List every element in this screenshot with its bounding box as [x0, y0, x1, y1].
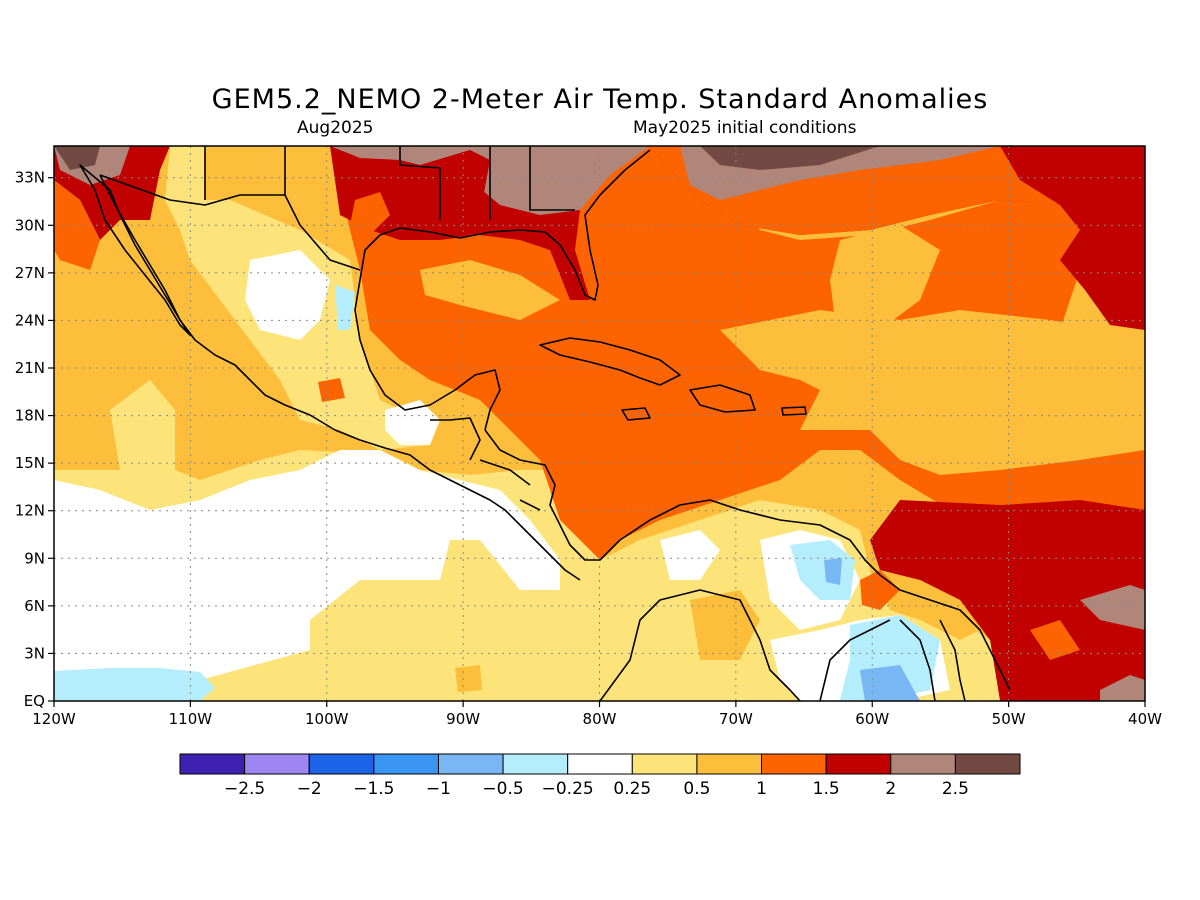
field-tropical-atlantic-brown-2	[1100, 675, 1145, 701]
field-mexico-orange-spot	[318, 378, 345, 402]
coast-us-gulf	[364, 149, 651, 301]
colorbar-swatch	[696, 753, 763, 775]
colorbar-swatch	[954, 753, 1021, 775]
x-axis: 120W 110W 100W 90W 80W 70W 60W 50W 40W	[32, 701, 1162, 728]
field-sa-orange	[690, 590, 760, 660]
colorbar-label: −1.5	[353, 779, 394, 799]
x-tick-label: 110W	[169, 710, 213, 728]
field-mexico-white	[245, 250, 330, 340]
colorbar-label: 1	[756, 779, 767, 799]
y-tick-label: 18N	[15, 407, 45, 425]
colorbar-label: −1	[426, 779, 451, 799]
y-tick-label: 33N	[15, 169, 45, 187]
colorbar-swatch	[244, 753, 310, 775]
y-axis: EQ 3N 6N 9N 12N 15N 18N 21N 24N 27N 30N 33N	[15, 169, 54, 710]
field-atlantic-lighter	[830, 225, 940, 330]
colorbar-label: −2	[297, 779, 322, 799]
colorbar-swatch	[567, 753, 633, 775]
y-tick-label: 9N	[24, 549, 45, 567]
grid-lines	[54, 146, 1145, 701]
field-sa-blue	[824, 558, 842, 585]
y-tick-label: 6N	[24, 597, 45, 615]
field-sa-orange-2	[880, 580, 980, 640]
colorbar-label: −0.25	[542, 779, 594, 799]
colorbar-swatch	[761, 753, 827, 775]
coast-hispaniola	[689, 384, 756, 413]
colorbar-label: 1.5	[813, 779, 840, 799]
border-central-america	[430, 417, 541, 511]
coast-sa-interior-boundaries	[599, 589, 966, 701]
valid-period-label: Aug2025	[297, 118, 374, 138]
coastlines	[79, 146, 1011, 701]
y-tick-label: EQ	[24, 692, 45, 710]
colorbar-label: 2	[885, 779, 896, 799]
colorbar-label: 0.5	[683, 779, 710, 799]
field-gulf-lighter	[420, 260, 560, 320]
border-us-states	[399, 146, 575, 220]
field-mexico-white-2	[385, 400, 440, 445]
colorbar-label: 2.5	[942, 779, 969, 799]
x-tick-label: 40W	[1128, 710, 1162, 728]
x-tick-label: 100W	[305, 710, 349, 728]
x-tick-label: 80W	[583, 710, 617, 728]
y-tick-label: 24N	[15, 311, 45, 329]
colorbar-label: −0.5	[482, 779, 523, 799]
colorbar-swatch	[437, 753, 504, 775]
field-se-us-orange-hole	[350, 192, 390, 235]
y-tick-label: 27N	[15, 264, 45, 282]
field-atlantic-darkbrown-north	[700, 146, 880, 170]
border-us-mexico	[99, 146, 361, 271]
field-tropical-atlantic-orange	[1030, 620, 1080, 660]
field-baja-darkbrown	[54, 146, 100, 170]
field-nwmex-yellow	[165, 146, 205, 230]
y-tick-label: 12N	[15, 502, 45, 520]
field-tropical-atlantic-brown	[1080, 585, 1145, 630]
field-pacific-yellow-spot	[455, 665, 482, 692]
field-sa-white	[660, 530, 720, 580]
y-tick-label: 21N	[15, 359, 45, 377]
coast-sa-north	[619, 499, 1011, 691]
x-tick-label: 90W	[446, 710, 480, 728]
map-title: GEM5.2_NEMO 2-Meter Air Temp. Standard A…	[211, 84, 989, 115]
coast-mexico-pacific	[99, 174, 581, 581]
x-tick-label: 70W	[719, 710, 753, 728]
coast-cuba	[539, 337, 681, 386]
coast-gulf	[354, 249, 501, 431]
x-tick-label: 120W	[32, 710, 76, 728]
field-atlantic-band	[720, 310, 1145, 475]
coast-puerto-rico	[781, 406, 807, 416]
coast-central-america-caribbean	[484, 429, 621, 561]
field-pacific-white	[54, 450, 560, 700]
y-tick-label: 30N	[15, 216, 45, 234]
field-pacific-lightblue	[54, 668, 215, 701]
field-mexico-lightblue	[335, 285, 355, 330]
x-tick-label: 50W	[992, 710, 1026, 728]
colorbar-swatch	[825, 753, 892, 775]
y-tick-label: 3N	[24, 644, 45, 662]
y-tick-label: 15N	[15, 454, 45, 472]
colorbar-swatch	[631, 753, 698, 775]
colorbar-swatch	[890, 753, 956, 775]
coast-jamaica	[621, 407, 651, 421]
field-guiana-orange	[860, 570, 900, 610]
colorbar-swatch	[502, 753, 569, 775]
colorbar-swatch	[179, 753, 246, 775]
colorbar-swatch	[308, 753, 375, 775]
field-sa-lightblue	[790, 540, 855, 600]
colorbar-label: 0.25	[613, 779, 651, 799]
anomaly-field	[54, 146, 1145, 701]
coast-baja	[79, 164, 191, 336]
x-tick-label: 60W	[855, 710, 889, 728]
field-sa-blue-2	[860, 665, 920, 701]
colorbar-swatch	[373, 753, 439, 775]
colorbar: −2.5 −2 −1.5 −1 −0.5 −0.25 0.25 0.5 1 1.5 2 2.5	[179, 753, 1021, 799]
colorbar-label: −2.5	[224, 779, 265, 799]
initial-conditions-label: May2025 initial conditions	[633, 118, 857, 138]
field-pacific-orange-patch	[54, 270, 100, 460]
